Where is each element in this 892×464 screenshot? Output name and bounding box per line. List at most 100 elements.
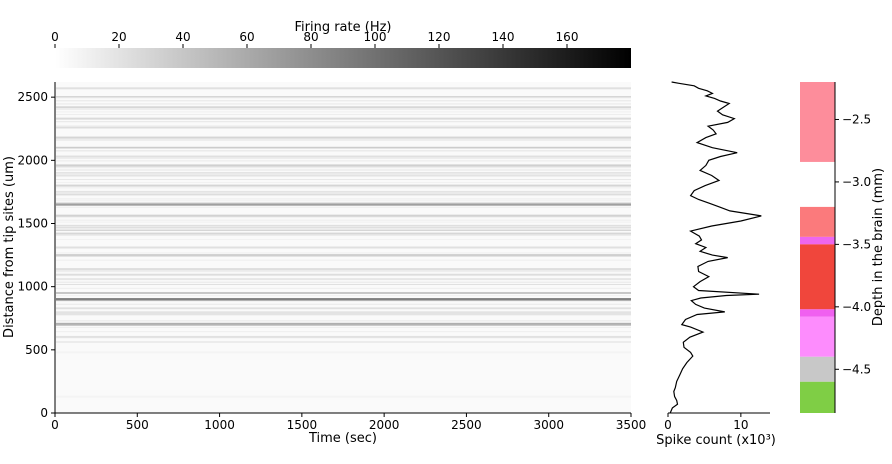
region-y-tick-label: −4.5 bbox=[842, 362, 871, 376]
heatmap-texture-row bbox=[56, 146, 631, 148]
brain-region-block bbox=[800, 316, 835, 357]
heatmap-texture-row bbox=[56, 203, 631, 205]
heatmap-band bbox=[56, 246, 631, 249]
heatmap-texture-row bbox=[56, 202, 631, 204]
heatmap-texture-row bbox=[56, 172, 631, 174]
heatmap-texture-row bbox=[56, 341, 631, 343]
colorbar-tick-label: 60 bbox=[239, 30, 254, 44]
heatmap-band bbox=[56, 336, 631, 339]
spike-x-tick-label: 0 bbox=[664, 418, 672, 432]
heatmap-texture-row bbox=[56, 274, 631, 276]
heatmap-texture-row bbox=[56, 283, 631, 285]
heatmap-texture-row bbox=[56, 108, 631, 110]
brain-region-block bbox=[800, 244, 835, 310]
heatmap-band bbox=[56, 278, 631, 281]
heatmap-texture-row bbox=[56, 229, 631, 231]
heatmap-band bbox=[56, 232, 631, 235]
heatmap-texture-row bbox=[56, 172, 631, 174]
heatmap-band bbox=[56, 203, 631, 206]
heatmap-band bbox=[56, 96, 631, 99]
colorbar-tick-label: 140 bbox=[492, 30, 515, 44]
colorbar-tick-label: 40 bbox=[175, 30, 190, 44]
brain-region-block bbox=[800, 356, 835, 382]
heatmap-x-tick-label: 0 bbox=[51, 418, 59, 432]
heatmap-texture-row bbox=[56, 313, 631, 315]
colorbar-tick-label: 80 bbox=[303, 30, 318, 44]
heatmap-texture-row bbox=[56, 230, 631, 232]
brain-region-block bbox=[800, 82, 835, 162]
heatmap-texture-row bbox=[56, 214, 631, 216]
heatmap-x-ticks: 0 500 1000 1500 2000 2500 3000 3500 bbox=[51, 413, 646, 432]
heatmap-band bbox=[56, 395, 631, 398]
heatmap-texture-row bbox=[56, 224, 631, 226]
heatmap-texture-row bbox=[56, 312, 631, 314]
heatmap-texture-row bbox=[56, 103, 631, 105]
spike-count-panel: 0 10 Spike count (x10³) bbox=[656, 81, 776, 448]
heatmap-texture-row bbox=[56, 200, 631, 201]
colorbar-gradient bbox=[55, 48, 631, 68]
heatmap-texture-row bbox=[56, 226, 631, 228]
colorbar: Firing rate (Hz) 0 20 40 60 80 100 120 140 160 bbox=[51, 20, 631, 68]
heatmap-band bbox=[56, 267, 631, 270]
heatmap-texture-row bbox=[56, 214, 631, 216]
heatmap-texture-row bbox=[56, 160, 631, 162]
heatmap-band bbox=[56, 117, 631, 120]
heatmap-texture-row bbox=[56, 206, 631, 208]
heatmap-texture-row bbox=[56, 169, 631, 171]
spike-x-label: Spike count (x10³) bbox=[656, 433, 776, 448]
heatmap-x-tick-label: 1500 bbox=[287, 418, 318, 432]
heatmap-texture-row bbox=[56, 320, 631, 322]
heatmap-x-tick-label: 500 bbox=[126, 418, 149, 432]
heatmap-texture-row bbox=[56, 271, 631, 273]
colorbar-label: Firing rate (Hz) bbox=[294, 20, 391, 35]
brain-region-block bbox=[800, 236, 835, 245]
spike-x-ticks: 0 10 bbox=[664, 413, 748, 432]
heatmap-texture-row bbox=[56, 165, 631, 167]
spike-x-tick-label: 10 bbox=[733, 418, 748, 432]
heatmap-y-label: Distance from tip sites (um) bbox=[2, 156, 17, 338]
heatmap-texture-row bbox=[56, 335, 631, 337]
heatmap-texture-row bbox=[56, 341, 631, 343]
heatmap-texture-row bbox=[56, 216, 631, 217]
heatmap-texture-row bbox=[56, 234, 631, 236]
brain-region-block bbox=[800, 206, 835, 237]
heatmap-texture-row bbox=[56, 259, 631, 261]
heatmap-texture-row bbox=[56, 311, 631, 313]
heatmap-texture-row bbox=[56, 201, 631, 203]
heatmap-band bbox=[56, 126, 631, 129]
heatmap-texture-row bbox=[56, 295, 631, 297]
region-y-ticks: −2.5 −3.0 −3.5 −4.0 −4.5 bbox=[835, 112, 871, 376]
brain-region-block bbox=[800, 381, 835, 413]
heatmap-band bbox=[56, 106, 631, 109]
heatmap-texture-row bbox=[56, 322, 631, 324]
brain-region-panel: −2.5 −3.0 −3.5 −4.0 −4.5 Depth in the brain … bbox=[800, 82, 886, 413]
heatmap-band bbox=[56, 323, 631, 326]
heatmap-texture-row bbox=[56, 281, 631, 283]
heatmap-texture-row bbox=[56, 219, 631, 221]
brain-regions bbox=[800, 82, 835, 413]
heatmap-texture-row bbox=[56, 125, 631, 126]
heatmap-texture-row bbox=[56, 114, 631, 116]
heatmap-texture-row bbox=[56, 96, 631, 98]
heatmap-texture-row bbox=[56, 326, 631, 328]
heatmap-band bbox=[56, 193, 631, 196]
heatmap-texture-row bbox=[56, 216, 631, 218]
heatmap-band bbox=[56, 307, 631, 310]
heatmap-bands bbox=[56, 87, 631, 398]
heatmap-x-tick-label: 3000 bbox=[533, 418, 564, 432]
heatmap-band bbox=[56, 298, 631, 301]
brain-region-block bbox=[800, 309, 835, 317]
heatmap-texture-row bbox=[56, 190, 631, 192]
heatmap-texture-row bbox=[56, 323, 631, 325]
heatmap-texture-row bbox=[56, 274, 631, 276]
colorbar-tick-label: 160 bbox=[556, 30, 579, 44]
heatmap-texture-row bbox=[56, 191, 631, 193]
heatmap-texture-row bbox=[56, 187, 631, 189]
heatmap-spots bbox=[56, 96, 631, 343]
heatmap-y-tick-label: 1000 bbox=[17, 280, 48, 294]
heatmap-texture-row bbox=[56, 225, 631, 227]
heatmap-texture-row bbox=[56, 308, 631, 310]
heatmap-y-tick-label: 2000 bbox=[17, 153, 48, 167]
heatmap-texture-row bbox=[56, 300, 631, 301]
